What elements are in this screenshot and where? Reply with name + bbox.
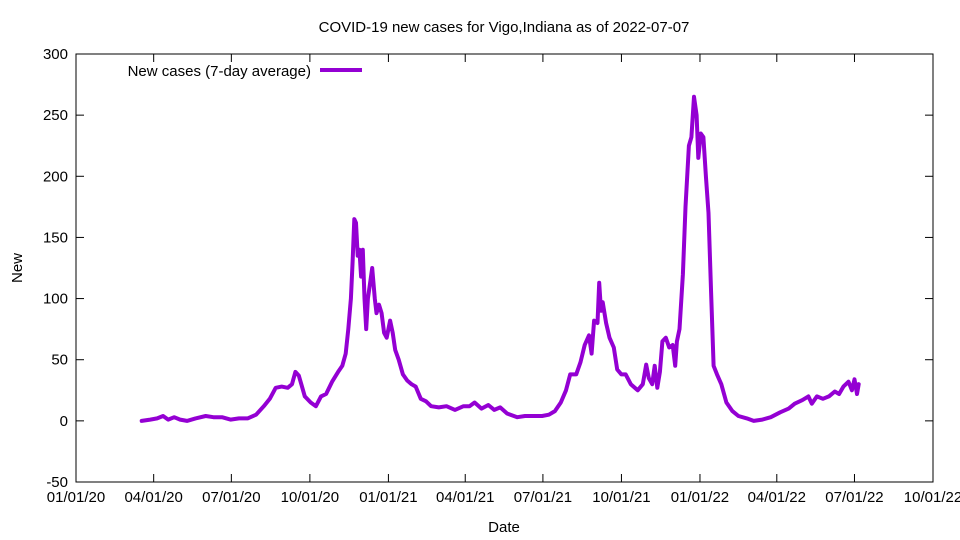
y-tick-label: 50 (51, 352, 68, 369)
x-tick-label: 07/01/21 (514, 489, 572, 506)
y-tick-label: 0 (60, 413, 68, 430)
x-tick-label: 01/01/20 (47, 489, 105, 506)
y-tick-label: 200 (43, 168, 68, 185)
y-tick-label: 300 (43, 46, 68, 63)
x-tick-label: 07/01/22 (825, 489, 883, 506)
chart-title: COVID-19 new cases for Vigo,Indiana as o… (319, 19, 690, 36)
legend: New cases (7-day average) (128, 63, 362, 80)
y-tick-label: -50 (46, 474, 68, 491)
y-tick-label: 100 (43, 291, 68, 308)
y-tick-label: 150 (43, 229, 68, 246)
x-tick-label: 01/01/22 (671, 489, 729, 506)
series-layer (139, 94, 861, 423)
x-tick-label: 10/01/21 (592, 489, 650, 506)
x-tick-label: 04/01/21 (436, 489, 494, 506)
x-tick-label: 10/01/20 (281, 489, 339, 506)
x-tick-label: 04/01/20 (124, 489, 182, 506)
x-tick-label: 04/01/22 (748, 489, 806, 506)
legend-label: New cases (7-day average) (128, 63, 311, 80)
x-axis: 01/01/20 04/01/20 07/01/20 10/01/20 01/01/21… (47, 54, 960, 506)
x-tick-label: 07/01/20 (202, 489, 260, 506)
y-axis-title: New (9, 253, 26, 283)
series-line (139, 94, 861, 423)
plot-frame (75, 53, 934, 483)
x-axis-title: Date (488, 519, 520, 536)
y-tick-label: 250 (43, 107, 68, 124)
x-tick-label: 01/01/21 (359, 489, 417, 506)
x-tick-label: 10/01/22 (904, 489, 960, 506)
y-axis: -50 0 50 100 150 200 250 300 (43, 46, 933, 491)
